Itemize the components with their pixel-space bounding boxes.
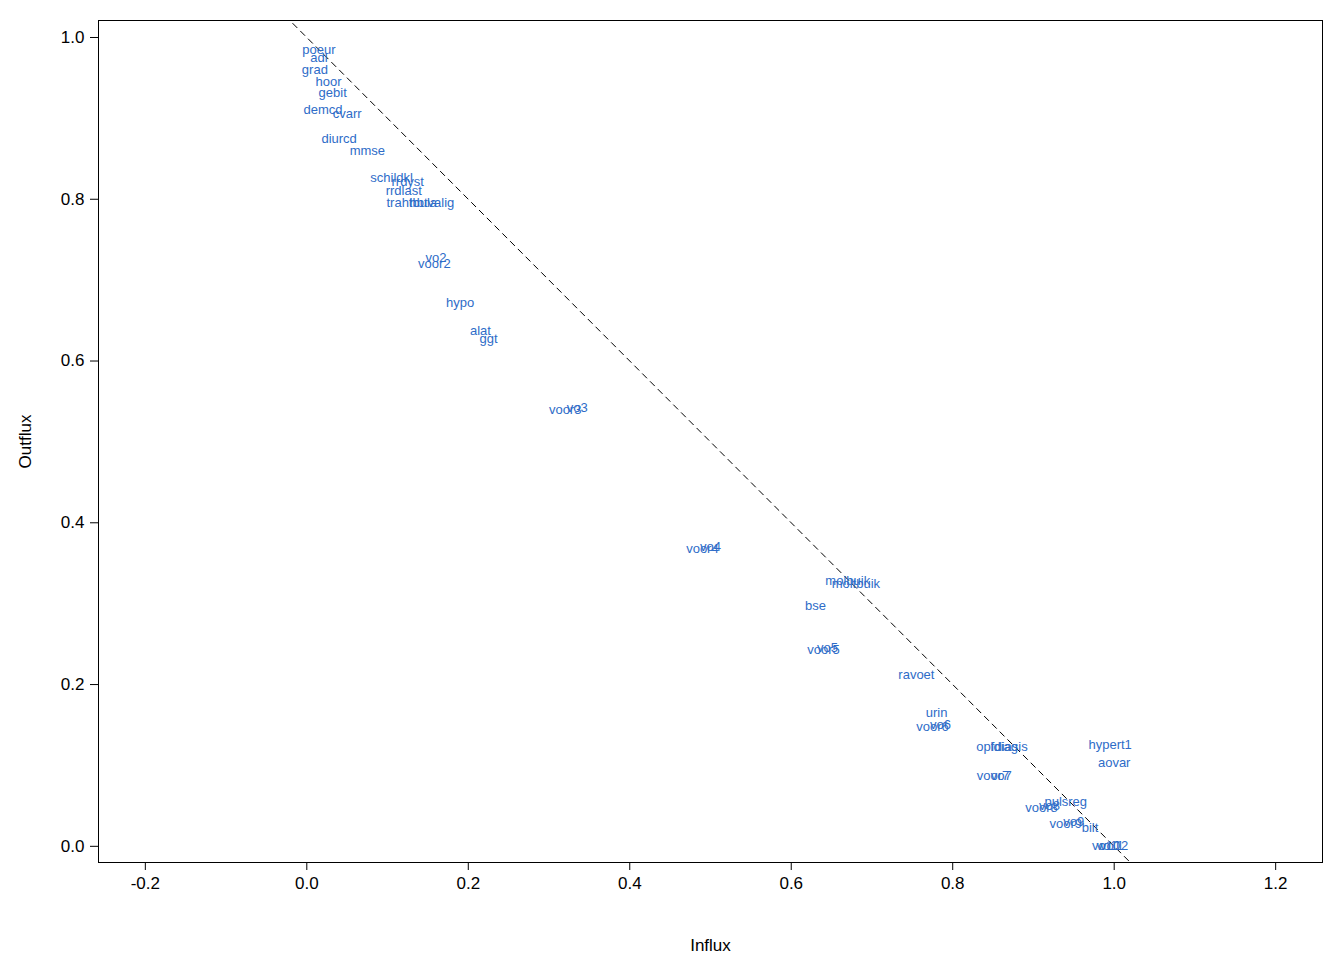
svg-text:0.2: 0.2 [61, 675, 85, 694]
svg-text:ravoet: ravoet [898, 667, 935, 682]
svg-text:0.6: 0.6 [61, 351, 85, 370]
svg-text:voor5: voor5 [807, 642, 840, 657]
svg-text:rrdyst: rrdyst [391, 173, 424, 189]
svg-text:urin: urin [925, 705, 948, 720]
svg-text:hbtvalig: hbtvalig [410, 195, 455, 210]
svg-text:voor6: voor6 [916, 719, 949, 734]
svg-text:-0.2: -0.2 [131, 874, 160, 893]
svg-text:voor9: voor9 [1049, 816, 1082, 831]
svg-text:hypert1: hypert1 [1088, 737, 1131, 752]
svg-text:grad: grad [301, 62, 328, 77]
svg-text:0.8: 0.8 [941, 874, 965, 893]
svg-text:bse: bse [805, 598, 826, 613]
svg-text:cvarr: cvarr [333, 106, 363, 121]
svg-text:ggt: ggt [479, 331, 497, 346]
svg-text:moltbuik: moltbuik [832, 576, 881, 591]
svg-text:gebit: gebit [319, 85, 348, 100]
svg-text:1.0: 1.0 [1102, 874, 1126, 893]
svg-text:adl: adl [310, 49, 328, 65]
svg-text:1.0: 1.0 [61, 28, 85, 47]
svg-text:voor8: voor8 [1025, 800, 1058, 815]
svg-text:pulsreg: pulsreg [1044, 794, 1088, 809]
svg-text:fdiasis: fdiasis [991, 739, 1028, 754]
svg-text:Influx: Influx [690, 936, 731, 955]
svg-text:voor4: voor4 [686, 541, 719, 556]
svg-text:voor3: voor3 [549, 402, 582, 417]
svg-text:hoor: hoor [315, 74, 342, 90]
svg-text:voor7: voor7 [977, 768, 1010, 783]
svg-text:0.0: 0.0 [295, 874, 319, 893]
svg-text:bilt: bilt [1082, 820, 1099, 835]
svg-text:demcd: demcd [303, 102, 343, 118]
svg-text:aovar: aovar [1098, 755, 1131, 770]
svg-text:hypo: hypo [446, 295, 474, 310]
svg-text:vo12: vo12 [1100, 838, 1128, 853]
svg-text:mmse: mmse [350, 143, 385, 158]
svg-text:1.2: 1.2 [1264, 874, 1288, 893]
svg-text:0.8: 0.8 [61, 190, 85, 209]
svg-text:rrdlast: rrdlast [385, 183, 422, 199]
svg-text:0.6: 0.6 [779, 874, 803, 893]
svg-text:0.4: 0.4 [61, 513, 85, 532]
svg-text:0.2: 0.2 [456, 874, 480, 893]
svg-text:0.0: 0.0 [61, 837, 85, 856]
svg-text:Outflux: Outflux [16, 414, 35, 468]
svg-text:0.4: 0.4 [618, 874, 642, 893]
svg-text:diurcd: diurcd [321, 130, 357, 146]
svg-text:voor2: voor2 [418, 256, 451, 271]
svg-text:poeur: poeur [302, 41, 336, 57]
